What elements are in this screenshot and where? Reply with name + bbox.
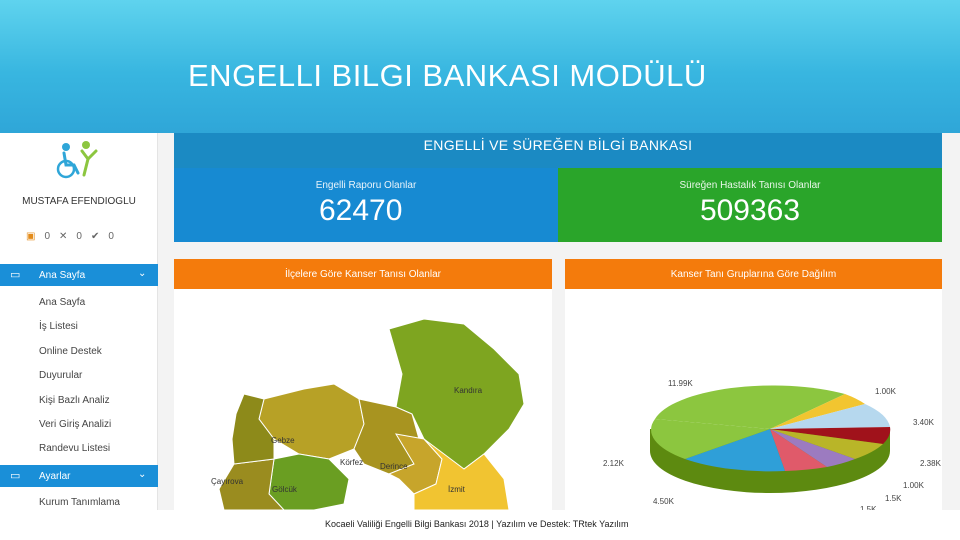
pie-slice-4 — [770, 427, 891, 444]
footer: Kocaeli Valiliği Engelli Bilgi Bankası 2… — [0, 510, 960, 540]
stat-card-engelli[interactable]: Engelli Raporu Olanlar 62470 — [174, 168, 558, 242]
pie-slice-3 — [770, 404, 890, 429]
pie-slice-6 — [770, 429, 855, 467]
nav-sub-item[interactable]: Duyurular — [39, 370, 83, 381]
user-tool-count: 0 — [108, 231, 114, 242]
sidebar: MUSTAFA EFENDIOGLU ▣ 0 ✕ 0 ✔ 0 ▭ Ana Say… — [0, 133, 158, 510]
nav-label: Ana Sayfa — [39, 270, 86, 281]
pie-slice-7 — [770, 429, 827, 471]
pie-label: 3.40K — [913, 418, 934, 427]
slide-header: ENGELLI BILGI BANKASI MODÜLÜ — [0, 0, 960, 133]
pie-label: 2.38K — [920, 459, 941, 468]
pie-chart — [650, 385, 891, 493]
nav-sub-item[interactable]: Online Destek — [39, 346, 102, 357]
user-tools: ▣ 0 ✕ 0 ✔ 0 — [26, 231, 114, 242]
pie-label: 1.00K — [875, 387, 896, 396]
app-screenshot: MUSTAFA EFENDIOGLU ▣ 0 ✕ 0 ✔ 0 ▭ Ana Say… — [0, 133, 960, 514]
stat-value: 509363 — [699, 194, 801, 227]
pie-slice-9 — [651, 419, 770, 459]
stat-card-sureegen[interactable]: Süreğen Hastalık Tanısı Olanlar 509363 — [558, 168, 942, 242]
check-icon[interactable]: ✔ — [90, 231, 100, 242]
map-label: İzmit — [448, 485, 465, 494]
nav-sub-item[interactable]: Randevu Listesi — [39, 443, 111, 454]
panel-ilce-map: İlçelere Göre Kanser Tanısı Olanlar Kand… — [174, 259, 552, 511]
close-icon[interactable]: ✕ — [59, 231, 68, 242]
panel-pie-chart: Kanser Tanı Gruplarına Göre Dağılım 11.9… — [565, 259, 942, 514]
pie-slice-8 — [685, 429, 785, 472]
map-label: Çayırova — [211, 477, 244, 486]
user-tool-count: 0 — [76, 231, 82, 242]
laptop-icon: ▭ — [10, 470, 21, 482]
pie-slice-1 — [655, 385, 845, 429]
pie-slice-2 — [770, 394, 865, 429]
pie-label: 1.00K — [903, 481, 924, 490]
nav-label: Ayarlar — [39, 471, 71, 482]
map-region-west — [231, 393, 275, 465]
logo-icon — [56, 141, 98, 179]
pie-label: 4.50K — [653, 497, 674, 506]
footer-text: Kocaeli Valiliği Engelli Bilgi Bankası 2… — [325, 519, 629, 529]
stat-label: Süreğen Hastalık Tanısı Olanlar — [679, 180, 821, 191]
map-region-golcuk — [268, 453, 350, 511]
laptop-icon: ▭ — [10, 269, 21, 281]
map-label: Gölcük — [272, 485, 297, 494]
nav-item-ayarlar[interactable]: ▭ Ayarlar ⌄ — [0, 465, 158, 487]
user-tool-count: 0 — [44, 231, 51, 242]
map-label: Kandıra — [454, 386, 483, 395]
stat-label: Engelli Raporu Olanlar — [315, 180, 417, 191]
district-map — [218, 318, 525, 511]
map-label: Körfez — [340, 458, 364, 467]
map-region-gebze — [258, 383, 365, 460]
stat-value: 62470 — [319, 194, 403, 227]
user-name: MUSTAFA EFENDIOGLU — [22, 196, 136, 207]
nav-sub-item[interactable]: Ana Sayfa — [39, 297, 86, 308]
panel-title: Kanser Tanı Gruplarına Göre Dağılım — [565, 259, 942, 289]
pie-label: 2.12K — [603, 459, 624, 468]
pie-label: 11.99K — [668, 379, 693, 388]
nav-sub-item[interactable]: Kişi Bazlı Analiz — [39, 395, 110, 406]
nav-sub-item[interactable]: Kurum Tanımlama — [39, 497, 120, 508]
main-content: ENGELLİ VE SÜREĞEN BİLGİ BANKASI Engelli… — [158, 133, 960, 514]
calendar-icon[interactable]: ▣ — [26, 231, 36, 242]
dashboard-banner: ENGELLİ VE SÜREĞEN BİLGİ BANKASI — [174, 133, 942, 168]
chevron-down-icon: ⌄ — [138, 268, 147, 279]
nav-sub-item[interactable]: Veri Giriş Analizi — [39, 419, 112, 430]
pie-label: 1.5K — [860, 505, 876, 514]
map-label: Gebze — [271, 436, 295, 445]
nav-item-ana-sayfa[interactable]: ▭ Ana Sayfa ⌄ — [0, 264, 158, 286]
pie-label: 1.5K — [885, 494, 902, 503]
map-label: Derince — [380, 462, 408, 471]
nav-sub-item[interactable]: İş Listesi — [39, 321, 78, 332]
slide-title: ENGELLI BILGI BANKASI MODÜLÜ — [188, 58, 707, 93]
pie-slice-5 — [770, 429, 883, 459]
panel-title: İlçelere Göre Kanser Tanısı Olanlar — [174, 259, 552, 289]
chevron-down-icon: ⌄ — [138, 469, 147, 480]
